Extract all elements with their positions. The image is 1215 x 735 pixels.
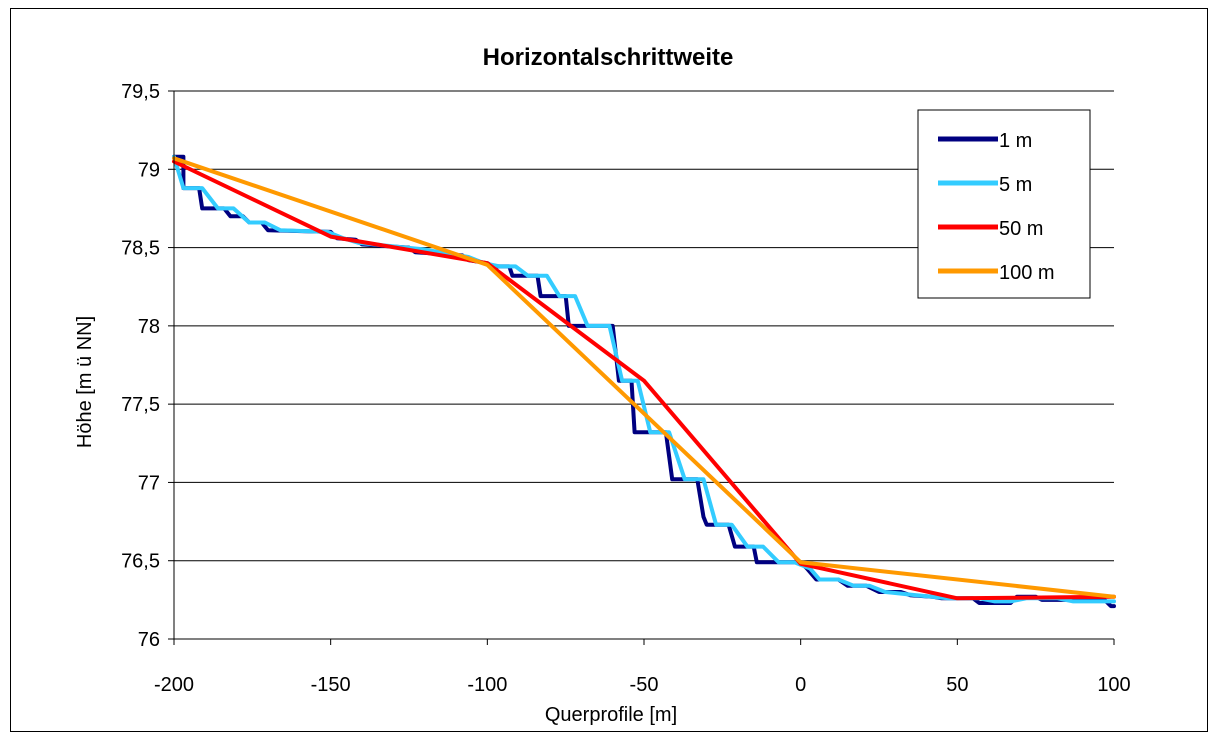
- legend-label: 100 m: [999, 262, 1055, 284]
- y-tick-label: 76: [138, 629, 160, 651]
- chart-title: Horizontalschrittweite: [483, 44, 734, 71]
- y-axis-title: Höhe [m ü NN]: [74, 316, 96, 448]
- y-tick-label: 77,5: [121, 394, 160, 416]
- y-tick-label: 77: [138, 472, 160, 494]
- y-tick-label: 76,5: [121, 551, 160, 573]
- series-lines: [172, 154, 1116, 609]
- x-tick-label: 100: [1097, 674, 1130, 696]
- legend-label: 5 m: [999, 174, 1032, 196]
- axes: 76 76,5 77 77,5 78 78,5 79 79,5 -200 -150 -100 -50 0…: [121, 81, 1131, 696]
- series-line-1: [172, 154, 1116, 604]
- y-tick-label: 79: [138, 159, 160, 181]
- legend: 1 m 5 m 50 m 100 m: [917, 109, 1091, 299]
- chart-area: 76 76,5 77 77,5 78 78,5 79 79,5 -200 -150 -100 -50 0…: [10, 8, 1208, 732]
- series-line-3: [172, 156, 1116, 599]
- y-tick-label: 78: [138, 316, 160, 338]
- legend-label: 50 m: [999, 218, 1043, 240]
- x-tick-label: 50: [946, 674, 968, 696]
- x-tick-label: -200: [154, 674, 194, 696]
- x-axis-title: Querprofile [m]: [545, 704, 677, 726]
- y-tick-label: 78,5: [121, 238, 160, 260]
- y-tick-label: 79,5: [121, 81, 160, 103]
- x-tick-label: -150: [311, 674, 351, 696]
- x-tick-label: -50: [630, 674, 659, 696]
- series-line-2: [172, 159, 1116, 601]
- legend-label: 1 m: [999, 130, 1032, 152]
- x-tick-label: 0: [795, 674, 806, 696]
- line-chart: 76 76,5 77 77,5 78 78,5 79 79,5 -200 -150 -100 -50 0…: [74, 44, 1131, 726]
- x-tick-label: -100: [467, 674, 507, 696]
